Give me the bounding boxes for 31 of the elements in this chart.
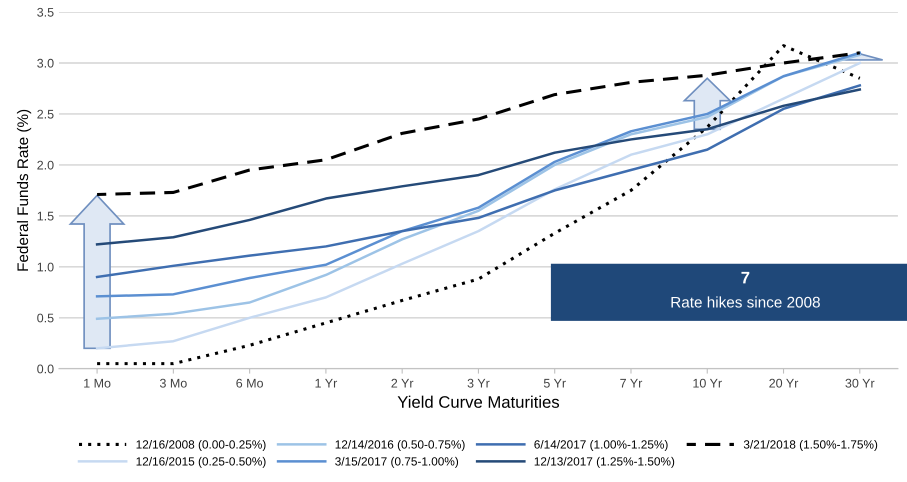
- y-tick-label: 1.5: [38, 212, 54, 221]
- y-tick-label: 0.5: [37, 314, 54, 322]
- y-tick-label: 3.0: [37, 58, 54, 68]
- x-tick-label: 7 Yr: [620, 378, 642, 388]
- legend-label: 12/16/2008 (0.00-0.25%): [136, 440, 266, 451]
- x-tick-label: 6 Mo: [236, 378, 264, 388]
- x-tick-label: 3 Yr: [468, 378, 490, 388]
- y-tick-label: 1.0: [38, 262, 54, 272]
- legend-label: 12/14/2016 (0.50-0.75%): [336, 440, 465, 451]
- line-series: [96, 88, 862, 246]
- legend-label: 3/15/2017 (0.75-1.00%): [335, 456, 458, 468]
- x-tick-label: 1 Mo: [84, 378, 110, 388]
- x-tick-label: 1 Yr: [316, 378, 338, 388]
- y-tick-label: 2.0: [37, 160, 54, 170]
- legend-label: 6/14/2017 (1.00%-1.25%): [534, 440, 668, 451]
- y-tick-label: 3.5: [37, 8, 54, 17]
- legend-label: 12/13/2017 (1.25%-1.50%): [534, 456, 674, 468]
- annotation: 7: [741, 272, 750, 284]
- y-tick-label: 0.0: [37, 364, 54, 374]
- y-tick-label: 2.5: [37, 110, 54, 119]
- x-tick-label: 2 Yr: [391, 378, 414, 388]
- legend-label: 3/21/2018 (1.50%-1.75%): [744, 440, 878, 451]
- x-tick-label: 30 Yr: [845, 378, 874, 388]
- x-axis-title: Yield Curve Maturities: [398, 396, 560, 408]
- x-tick-label: 5 Yr: [544, 378, 566, 388]
- annotation: Rate hikes since 2008: [671, 296, 820, 308]
- legend-label: 12/16/2015 (0.25-0.50%): [136, 456, 266, 468]
- x-tick-label: 20 Yr: [769, 378, 798, 388]
- y-axis-title: Federal Funds Rate (%): [16, 110, 32, 271]
- x-tick-label: 10 Yr: [693, 378, 722, 388]
- x-tick-label: 3 Mo: [160, 378, 187, 388]
